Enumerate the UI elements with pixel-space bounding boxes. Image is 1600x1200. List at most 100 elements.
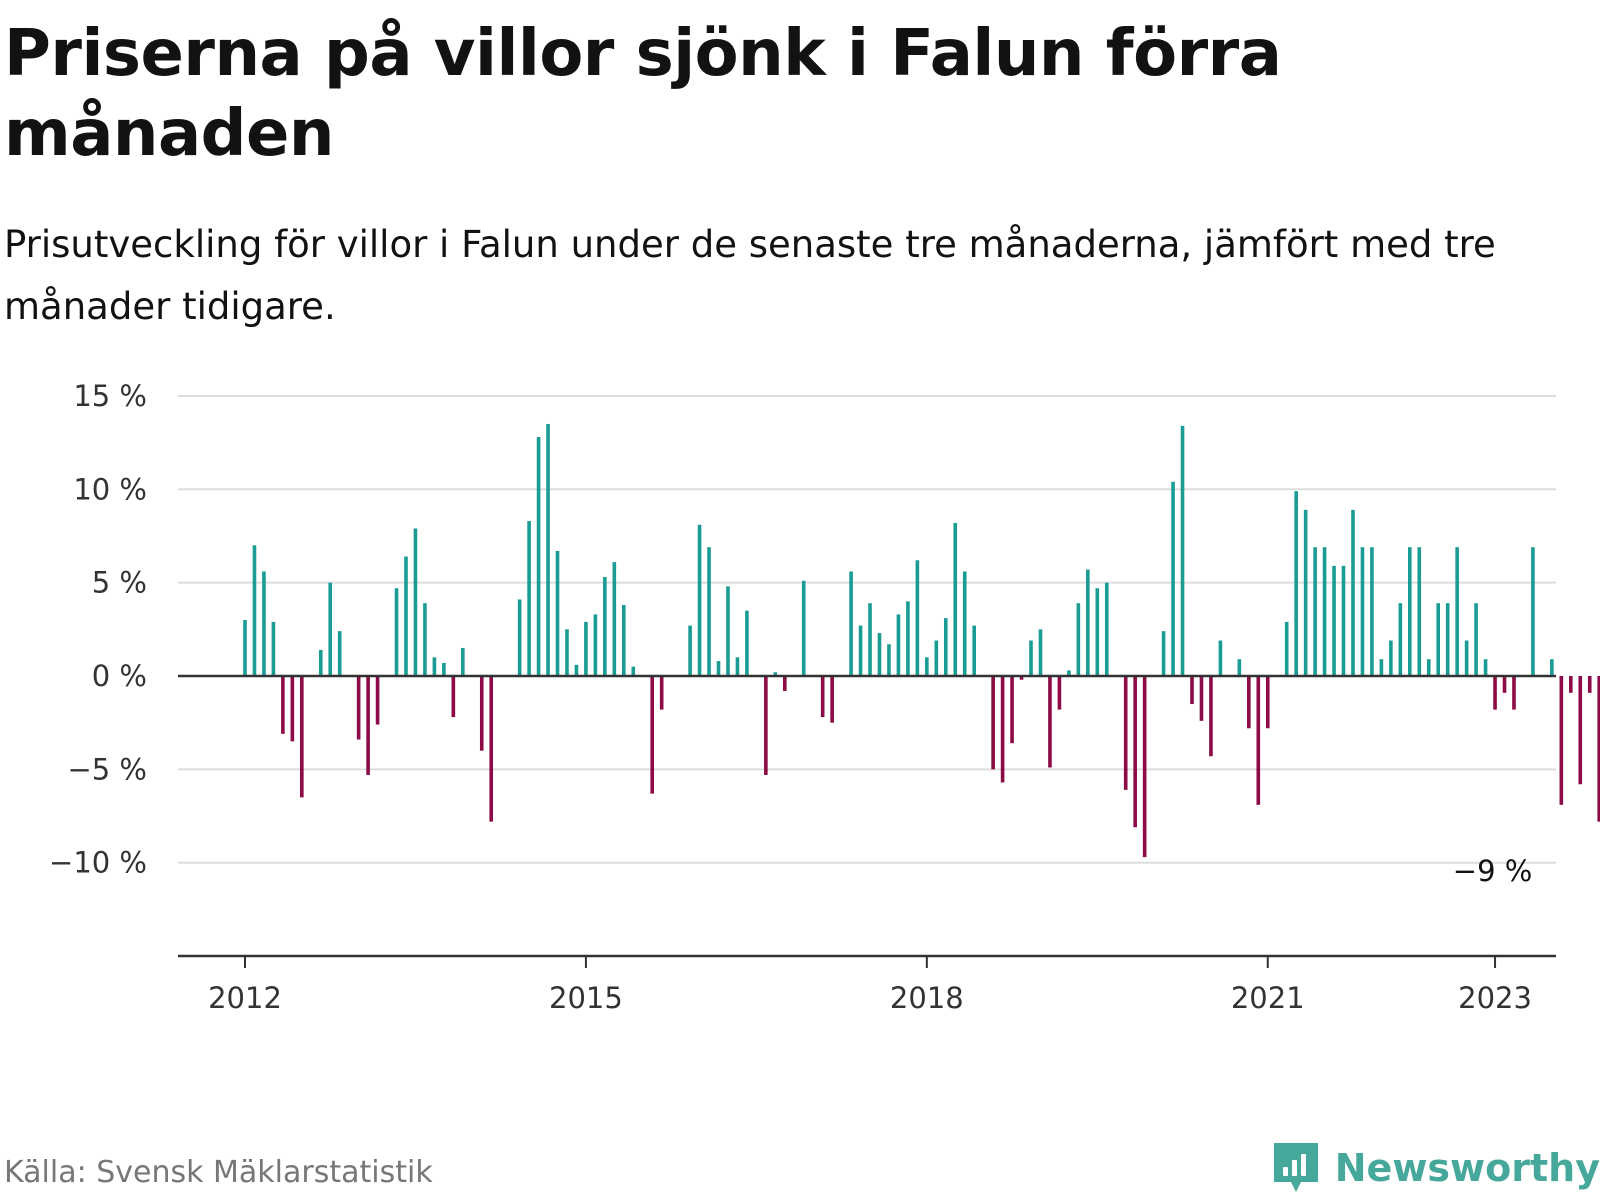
bar [1161,631,1166,676]
bar [896,614,901,676]
labels: 15 % 10 % 5 % 0 % −5 % −10 % 2012 2015 2018 2021 2… [49,379,1532,1015]
bar [1133,676,1137,828]
bar [555,550,560,676]
bar [603,577,607,676]
bars [243,423,1600,858]
bar [1048,676,1052,768]
bar [991,676,995,770]
bar [962,571,967,676]
y-tick-label: −10 % [49,846,147,880]
bar [1351,509,1355,676]
bar [1038,629,1043,676]
bar [925,657,929,676]
bar [1256,676,1261,805]
bar [1445,603,1450,676]
bar [1303,509,1308,676]
source-note: Källa: Svensk Mäklarstatistik [4,1155,433,1190]
bar [1019,676,1024,680]
brand-logo: Newsworthy [1271,1140,1600,1196]
bar [764,676,768,775]
bar [546,423,550,676]
bar [1313,547,1317,676]
bar [252,545,257,676]
bar [858,625,863,676]
bar [413,528,418,676]
bar [1180,425,1185,676]
bar [584,621,588,676]
bar [1550,659,1554,676]
y-tick-label: 0 % [92,659,147,693]
bar [281,676,285,734]
bar [489,676,494,822]
bar [953,522,958,676]
bar [574,664,579,676]
bar [1142,676,1147,858]
bar [1199,676,1204,721]
bar [536,437,541,676]
bar [782,676,787,691]
bar [479,676,484,751]
bar [1209,676,1213,757]
bar [1379,659,1384,676]
bar [830,676,834,723]
bar [243,619,247,676]
bar [1341,565,1346,676]
bar [688,625,692,676]
bar [773,672,778,676]
bar [849,571,853,676]
bar [1086,569,1090,676]
bar [726,586,730,676]
bar [1531,547,1535,676]
bar [631,666,636,676]
bar [1417,547,1422,676]
bar [745,610,749,676]
bar [716,661,721,676]
bar [517,599,522,676]
bar [442,662,446,676]
bar [1294,491,1298,676]
bar [1322,547,1327,676]
bar [934,640,939,676]
bar [659,676,664,710]
bar [565,629,569,676]
bar [972,625,976,676]
chart-subtitle: Prisutveckling för villor i Falun under … [4,223,1496,328]
bar [356,676,361,740]
bar [271,621,276,676]
bar [1597,676,1600,822]
bar [423,603,427,676]
bar [1190,676,1194,705]
bar [1000,676,1005,783]
bar [868,603,872,676]
bar [1237,659,1242,676]
bar [451,676,456,718]
bar [707,547,711,676]
bar [1464,640,1469,676]
newsworthy-logo-icon [1273,1143,1318,1192]
bar [1067,670,1071,676]
bar [877,633,882,676]
bar-chart: 15 % 10 % 5 % 0 % −5 % −10 % 2012 2015 2018 2021 2… [49,379,1600,1015]
bar [1436,603,1441,676]
bar [1057,676,1062,710]
bar [375,676,380,725]
bar [1284,621,1289,676]
brand-name: Newsworthy [1334,1146,1600,1190]
bar [366,676,370,775]
bar [1587,676,1592,693]
bar [337,631,342,676]
x-tick-label: 2012 [208,981,282,1015]
x-tick-label: 2018 [890,981,964,1015]
bar [1455,547,1459,676]
x-tick-label: 2015 [549,981,623,1015]
x-tick-label: 2021 [1231,981,1305,1015]
bar [1247,676,1251,729]
y-tick-label: 15 % [73,379,147,413]
bar [1332,565,1336,676]
bar [1010,676,1014,744]
bar [906,601,910,676]
bar [527,521,531,676]
bar [394,588,399,676]
bar [1426,659,1431,676]
bar [593,614,598,676]
